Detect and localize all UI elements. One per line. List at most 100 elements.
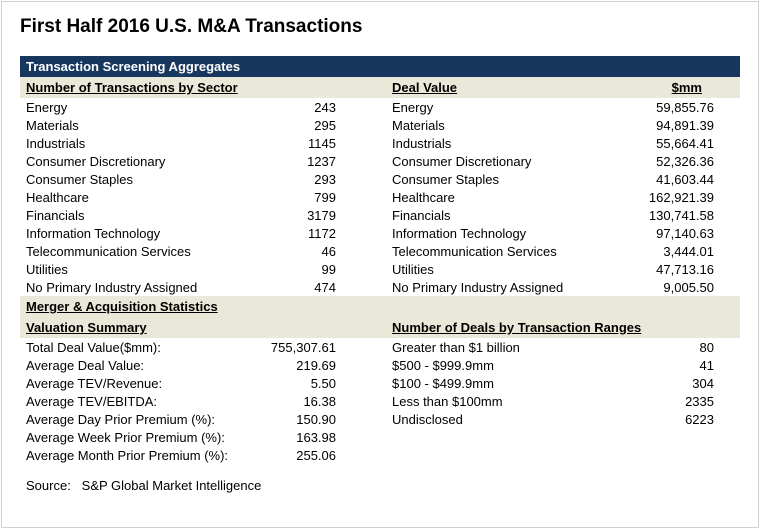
range-row: $100 - $499.9mm 304 xyxy=(386,374,740,392)
range-value: 304 xyxy=(692,376,734,391)
sector-value: 94,891.39 xyxy=(656,118,734,133)
header-row-2: Valuation Summary Number of Deals by Tra… xyxy=(20,317,740,338)
sector-value-row: Energy59,855.76 xyxy=(386,98,740,116)
valuation-value: 755,307.61 xyxy=(271,340,368,355)
sector-value-row: Healthcare162,921.39 xyxy=(386,188,740,206)
sector-value-row: Consumer Staples 41,603.44 xyxy=(386,170,740,188)
valuation-row: Average Day Prior Premium (%): 150.90 xyxy=(20,410,374,428)
sector-count: 1145 xyxy=(308,136,368,151)
valuation-value: 255.06 xyxy=(296,448,368,463)
sector-label: Telecommunication Services xyxy=(26,244,191,259)
sector-count: 3179 xyxy=(307,208,368,223)
sector-count-row: Materials295 xyxy=(20,116,374,134)
deal-value-header: Deal Value xyxy=(386,77,457,98)
source-value: S&P Global Market Intelligence xyxy=(82,478,262,493)
sector-label: Industrials xyxy=(26,136,85,151)
sector-label: Consumer Discretionary xyxy=(392,154,531,169)
sector-value: 52,326.36 xyxy=(656,154,734,169)
sector-count-row: Utilities 99 xyxy=(20,260,374,278)
valuation-label: Average TEV/EBITDA: xyxy=(26,394,157,409)
sector-value-row: Industrials55,664.41 xyxy=(386,134,740,152)
valuation-row: Total Deal Value($mm): 755,307.61 xyxy=(20,338,374,356)
sector-value-row: Information Technology97,140.63 xyxy=(386,224,740,242)
valuation-label: Average Week Prior Premium (%): xyxy=(26,430,225,445)
banner-screening: Transaction Screening Aggregates xyxy=(20,56,740,77)
valuation-value: 5.50 xyxy=(311,376,368,391)
sector-value: 130,741.58 xyxy=(649,208,734,223)
valuation-label: Average Month Prior Premium (%): xyxy=(26,448,228,463)
range-label: Greater than $1 billion xyxy=(392,340,520,355)
sector-count: 1172 xyxy=(308,226,368,241)
valuation-row: Average Week Prior Premium (%):163.98 xyxy=(20,428,374,446)
sector-count-row: Consumer Staples 293 xyxy=(20,170,374,188)
sectors-count-header: Number of Transactions by Sector xyxy=(20,77,238,98)
sector-count: 474 xyxy=(314,280,368,295)
sector-label: Financials xyxy=(26,208,85,223)
sector-count-row: No Primary Industry Assigned474 xyxy=(20,278,374,296)
stats-block: Total Deal Value($mm):755,307.61Average … xyxy=(20,338,740,464)
range-row: $500 - $999.9mm41 xyxy=(386,356,740,374)
sector-value-row: Telecommunication Services3,444.01 xyxy=(386,242,740,260)
sectors-block: Energy 243Materials295 Industrials 1145 Cons… xyxy=(20,98,740,296)
sector-label: Consumer Staples xyxy=(392,172,499,187)
page-title: First Half 2016 U.S. M&A Transactions xyxy=(20,16,740,38)
sector-value-row: Materials 94,891.39 xyxy=(386,116,740,134)
sector-value: 97,140.63 xyxy=(656,226,734,241)
header-row-1: Number of Transactions by Sector Deal Va… xyxy=(20,77,740,98)
range-label: Less than $100mm xyxy=(392,394,503,409)
ma-stats-header-row: Merger & Acquisition Statistics xyxy=(20,296,740,317)
sector-value-row: No Primary Industry Assigned9,005.50 xyxy=(386,278,740,296)
sector-count: 243 xyxy=(314,100,368,115)
valuation-label: Average TEV/Revenue: xyxy=(26,376,162,391)
sector-count-row: Industrials 1145 xyxy=(20,134,374,152)
source-line: Source: S&P Global Market Intelligence xyxy=(20,464,740,493)
sector-value-row: Financials 130,741.58 xyxy=(386,206,740,224)
sector-value: 59,855.76 xyxy=(656,100,734,115)
valuation-label: Average Day Prior Premium (%): xyxy=(26,412,215,427)
range-row: Less than $100mm 2335 xyxy=(386,392,740,410)
sector-value: 3,444.01 xyxy=(663,244,734,259)
range-value: 41 xyxy=(700,358,734,373)
sector-label: Industrials xyxy=(392,136,451,151)
sector-label: Consumer Staples xyxy=(26,172,133,187)
range-value: 6223 xyxy=(685,412,734,427)
sector-count: 1237 xyxy=(307,154,368,169)
source-label: Source: xyxy=(26,478,71,493)
valuation-row: Average TEV/Revenue: 5.50 xyxy=(20,374,374,392)
range-value: 2335 xyxy=(685,394,734,409)
valuation-value: 150.90 xyxy=(296,412,368,427)
sector-label: Materials xyxy=(392,118,445,133)
valuation-label: Average Deal Value: xyxy=(26,358,144,373)
sector-value: 41,603.44 xyxy=(656,172,734,187)
deals-range-header: Number of Deals by Transaction Ranges xyxy=(386,317,641,338)
sector-count-row: Information Technology 1172 xyxy=(20,224,374,242)
sector-count-row: Telecommunication Services 46 xyxy=(20,242,374,260)
sector-label: Utilities xyxy=(26,262,68,277)
valuation-row: Average Deal Value: 219.69 xyxy=(20,356,374,374)
range-row: Undisclosed6223 xyxy=(386,410,740,428)
valuation-row: Average TEV/EBITDA:16.38 xyxy=(20,392,374,410)
sector-count: 46 xyxy=(322,244,368,259)
sector-label: Utilities xyxy=(392,262,434,277)
valuation-label: Total Deal Value($mm): xyxy=(26,340,161,355)
sector-count-row: Financials 3179 xyxy=(20,206,374,224)
sector-value-row: Consumer Discretionary 52,326.36 xyxy=(386,152,740,170)
sector-label: Financials xyxy=(392,208,451,223)
sector-value: 9,005.50 xyxy=(663,280,734,295)
sector-label: Consumer Discretionary xyxy=(26,154,165,169)
valuation-header: Valuation Summary xyxy=(20,317,147,338)
sector-label: Information Technology xyxy=(26,226,160,241)
sector-count-row: Energy 243 xyxy=(20,98,374,116)
ma-stats-header: Merger & Acquisition Statistics xyxy=(20,296,380,317)
range-label: $100 - $499.9mm xyxy=(392,376,494,391)
range-row: Greater than $1 billion80 xyxy=(386,338,740,356)
sector-count: 799 xyxy=(314,190,368,205)
sector-value-row: Utilities47,713.16 xyxy=(386,260,740,278)
sector-value: 162,921.39 xyxy=(649,190,734,205)
sector-count: 293 xyxy=(314,172,368,187)
sector-label: Energy xyxy=(26,100,67,115)
valuation-value: 219.69 xyxy=(296,358,368,373)
sector-label: Healthcare xyxy=(26,190,89,205)
sector-label: Materials xyxy=(26,118,79,133)
sector-count: 99 xyxy=(322,262,368,277)
